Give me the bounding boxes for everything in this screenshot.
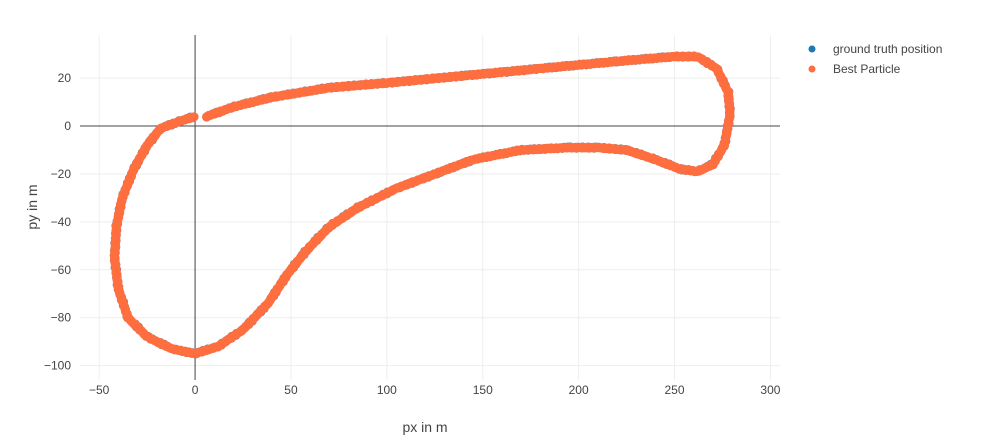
legend-marker-best-particle (808, 65, 816, 73)
zero-lines (80, 35, 780, 380)
legend-item-ground-truth[interactable]: ground truth position (808, 42, 943, 56)
y-axis-title: py in m (24, 184, 40, 229)
x-tick-label: 250 (665, 383, 685, 397)
x-tick-label: 50 (284, 383, 298, 397)
legend-marker-ground-truth (808, 45, 816, 53)
x-tick-label: 300 (760, 383, 780, 397)
y-tick-label: −100 (44, 359, 71, 373)
grid-lines (80, 35, 780, 380)
y-tick-labels: 20 0 −20 −40 −60 −80 −100 (44, 71, 71, 373)
x-axis-title: px in m (402, 419, 447, 435)
series-ground-truth (109, 51, 735, 359)
y-tick-label: −80 (51, 311, 72, 325)
series-layer (109, 51, 735, 359)
legend-label-ground-truth: ground truth position (833, 42, 942, 56)
x-tick-label: 100 (377, 383, 397, 397)
y-tick-label: 20 (58, 71, 72, 85)
y-tick-label: −40 (51, 215, 72, 229)
x-tick-label: 150 (473, 383, 493, 397)
legend-item-best-particle[interactable]: Best Particle (808, 62, 901, 76)
x-tick-label: 200 (569, 383, 589, 397)
x-tick-label: −50 (89, 383, 110, 397)
y-tick-label: 0 (64, 119, 71, 133)
x-tick-labels: −50 0 50 100 150 200 250 300 (89, 383, 781, 397)
data-point (189, 112, 199, 122)
legend-label-best-particle: Best Particle (833, 62, 901, 76)
x-tick-label: 0 (192, 383, 199, 397)
y-tick-label: −20 (51, 167, 72, 181)
y-tick-label: −60 (51, 263, 72, 277)
legend[interactable]: ground truth position Best Particle (808, 42, 943, 76)
series-best-particle (109, 51, 735, 359)
